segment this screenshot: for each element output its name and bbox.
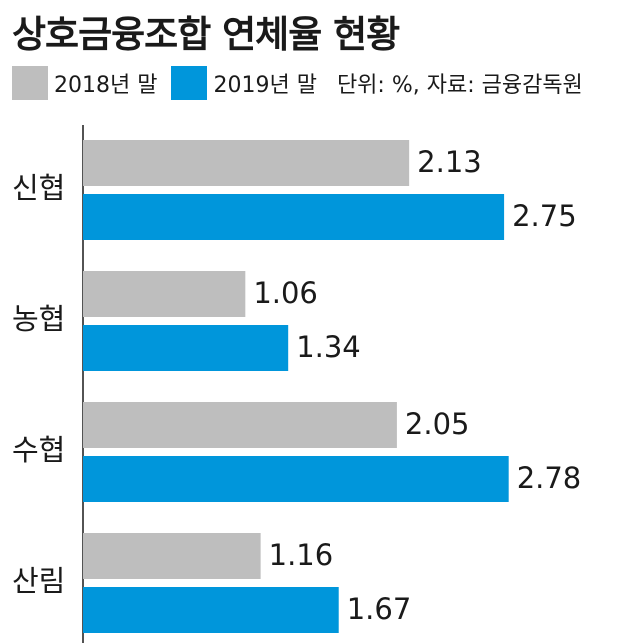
legend: 2018년 말 2019년 말 단위: %, 자료: 금융감독원 <box>12 66 612 100</box>
data-label: 2.78 <box>517 461 582 495</box>
data-label: 1.06 <box>253 276 318 310</box>
legend-label-2019: 2019년 말 <box>213 73 317 98</box>
data-label: 2.05 <box>405 407 470 441</box>
category-label: 농협 <box>12 302 65 336</box>
data-label: 2.13 <box>417 145 482 179</box>
chart-title: 상호금융조합 연체율 현황 <box>12 13 400 56</box>
bar-2019 <box>83 194 505 240</box>
legend-swatch-2018 <box>12 66 48 100</box>
category-label: 수협 <box>12 433 65 467</box>
bar-2018 <box>83 140 410 186</box>
category-label: 신협 <box>12 171 65 205</box>
bar-2018 <box>83 533 261 579</box>
data-label: 1.16 <box>269 538 334 572</box>
unit-source-note: 단위: %, 자료: 금융감독원 <box>336 73 583 98</box>
bar-2019 <box>83 325 289 371</box>
bar-2019 <box>83 456 509 502</box>
legend-swatch-2019 <box>171 66 208 100</box>
bar-2019 <box>83 587 339 633</box>
data-label: 2.75 <box>512 199 577 233</box>
bar-2018 <box>83 402 397 448</box>
legend-label-2018: 2018년 말 <box>54 73 158 98</box>
data-label: 1.67 <box>347 592 412 626</box>
data-label: 1.34 <box>296 330 361 364</box>
bar-2018 <box>83 271 246 317</box>
category-label: 산림 <box>12 564 65 598</box>
